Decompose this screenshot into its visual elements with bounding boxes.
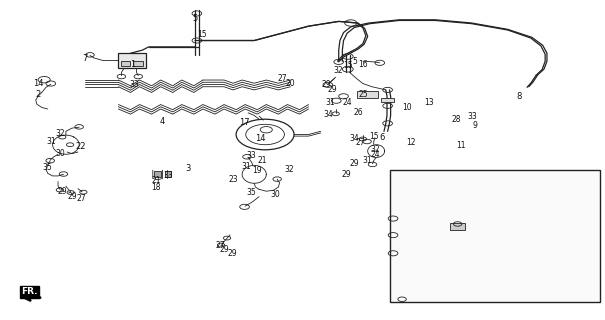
Text: 31: 31 <box>46 137 56 146</box>
Text: 32: 32 <box>284 165 294 174</box>
Text: 33: 33 <box>246 151 256 160</box>
Text: 27: 27 <box>215 241 225 250</box>
Text: 15: 15 <box>197 30 206 39</box>
Text: 14: 14 <box>255 134 266 143</box>
Text: 17: 17 <box>239 118 250 127</box>
Text: 33: 33 <box>130 80 140 89</box>
Text: 20: 20 <box>286 79 295 88</box>
Text: 29: 29 <box>350 159 359 168</box>
Text: 21: 21 <box>258 156 267 164</box>
Text: 32: 32 <box>334 66 344 75</box>
Text: 33: 33 <box>163 172 174 180</box>
Text: 32: 32 <box>371 145 381 154</box>
Bar <box>165 172 171 177</box>
Text: FR.: FR. <box>21 287 38 296</box>
Text: 14: 14 <box>33 79 44 88</box>
Text: 16: 16 <box>358 60 368 69</box>
Text: 15: 15 <box>343 60 353 69</box>
Bar <box>450 223 465 230</box>
Text: 29: 29 <box>57 188 67 196</box>
Text: 15: 15 <box>369 132 379 140</box>
Text: 35: 35 <box>246 188 256 197</box>
Text: 4: 4 <box>160 117 165 126</box>
Text: 24: 24 <box>342 98 352 107</box>
Text: 33: 33 <box>467 112 477 121</box>
Text: 31: 31 <box>325 98 335 107</box>
Text: 5: 5 <box>192 14 198 23</box>
Text: 24: 24 <box>371 150 381 159</box>
Text: 19: 19 <box>252 166 261 175</box>
Text: 13: 13 <box>425 98 434 107</box>
Text: 11: 11 <box>457 141 466 150</box>
Text: 30: 30 <box>55 149 65 158</box>
Text: 27: 27 <box>356 138 365 147</box>
Text: 27: 27 <box>278 74 287 83</box>
Text: 32: 32 <box>55 129 65 138</box>
Text: 35: 35 <box>42 164 52 172</box>
Text: 26: 26 <box>354 108 364 117</box>
Text: 29: 29 <box>322 80 332 89</box>
Text: 1: 1 <box>129 60 135 69</box>
Text: 27: 27 <box>76 194 86 203</box>
Text: 9: 9 <box>472 121 477 130</box>
Text: 29: 29 <box>220 245 229 254</box>
Text: 25: 25 <box>358 90 368 99</box>
Text: 5: 5 <box>353 57 358 66</box>
Text: 29: 29 <box>328 85 338 94</box>
Text: 8: 8 <box>516 92 522 101</box>
Text: 3: 3 <box>185 164 191 173</box>
Bar <box>119 53 146 68</box>
Bar <box>381 98 394 102</box>
Text: 29: 29 <box>227 250 237 259</box>
Text: 7: 7 <box>82 53 88 62</box>
Text: 29: 29 <box>67 192 77 202</box>
Bar <box>122 61 131 66</box>
Text: 31: 31 <box>241 162 251 171</box>
Bar <box>154 171 162 177</box>
Text: 2: 2 <box>36 90 41 99</box>
Text: 28: 28 <box>451 115 460 124</box>
Text: 10: 10 <box>402 103 412 112</box>
Text: 18: 18 <box>151 183 160 192</box>
Text: 22: 22 <box>75 142 86 151</box>
Text: 34: 34 <box>350 134 359 143</box>
Text: 23: 23 <box>229 175 238 184</box>
Text: 34: 34 <box>323 110 333 119</box>
Text: 29: 29 <box>342 170 352 179</box>
Bar <box>134 61 143 66</box>
Text: 12: 12 <box>407 138 416 147</box>
Bar <box>390 170 600 302</box>
Bar <box>357 91 378 98</box>
Text: 31: 31 <box>363 156 373 164</box>
Text: 21: 21 <box>152 176 161 185</box>
Text: 6: 6 <box>379 133 385 142</box>
Text: 30: 30 <box>270 190 280 199</box>
